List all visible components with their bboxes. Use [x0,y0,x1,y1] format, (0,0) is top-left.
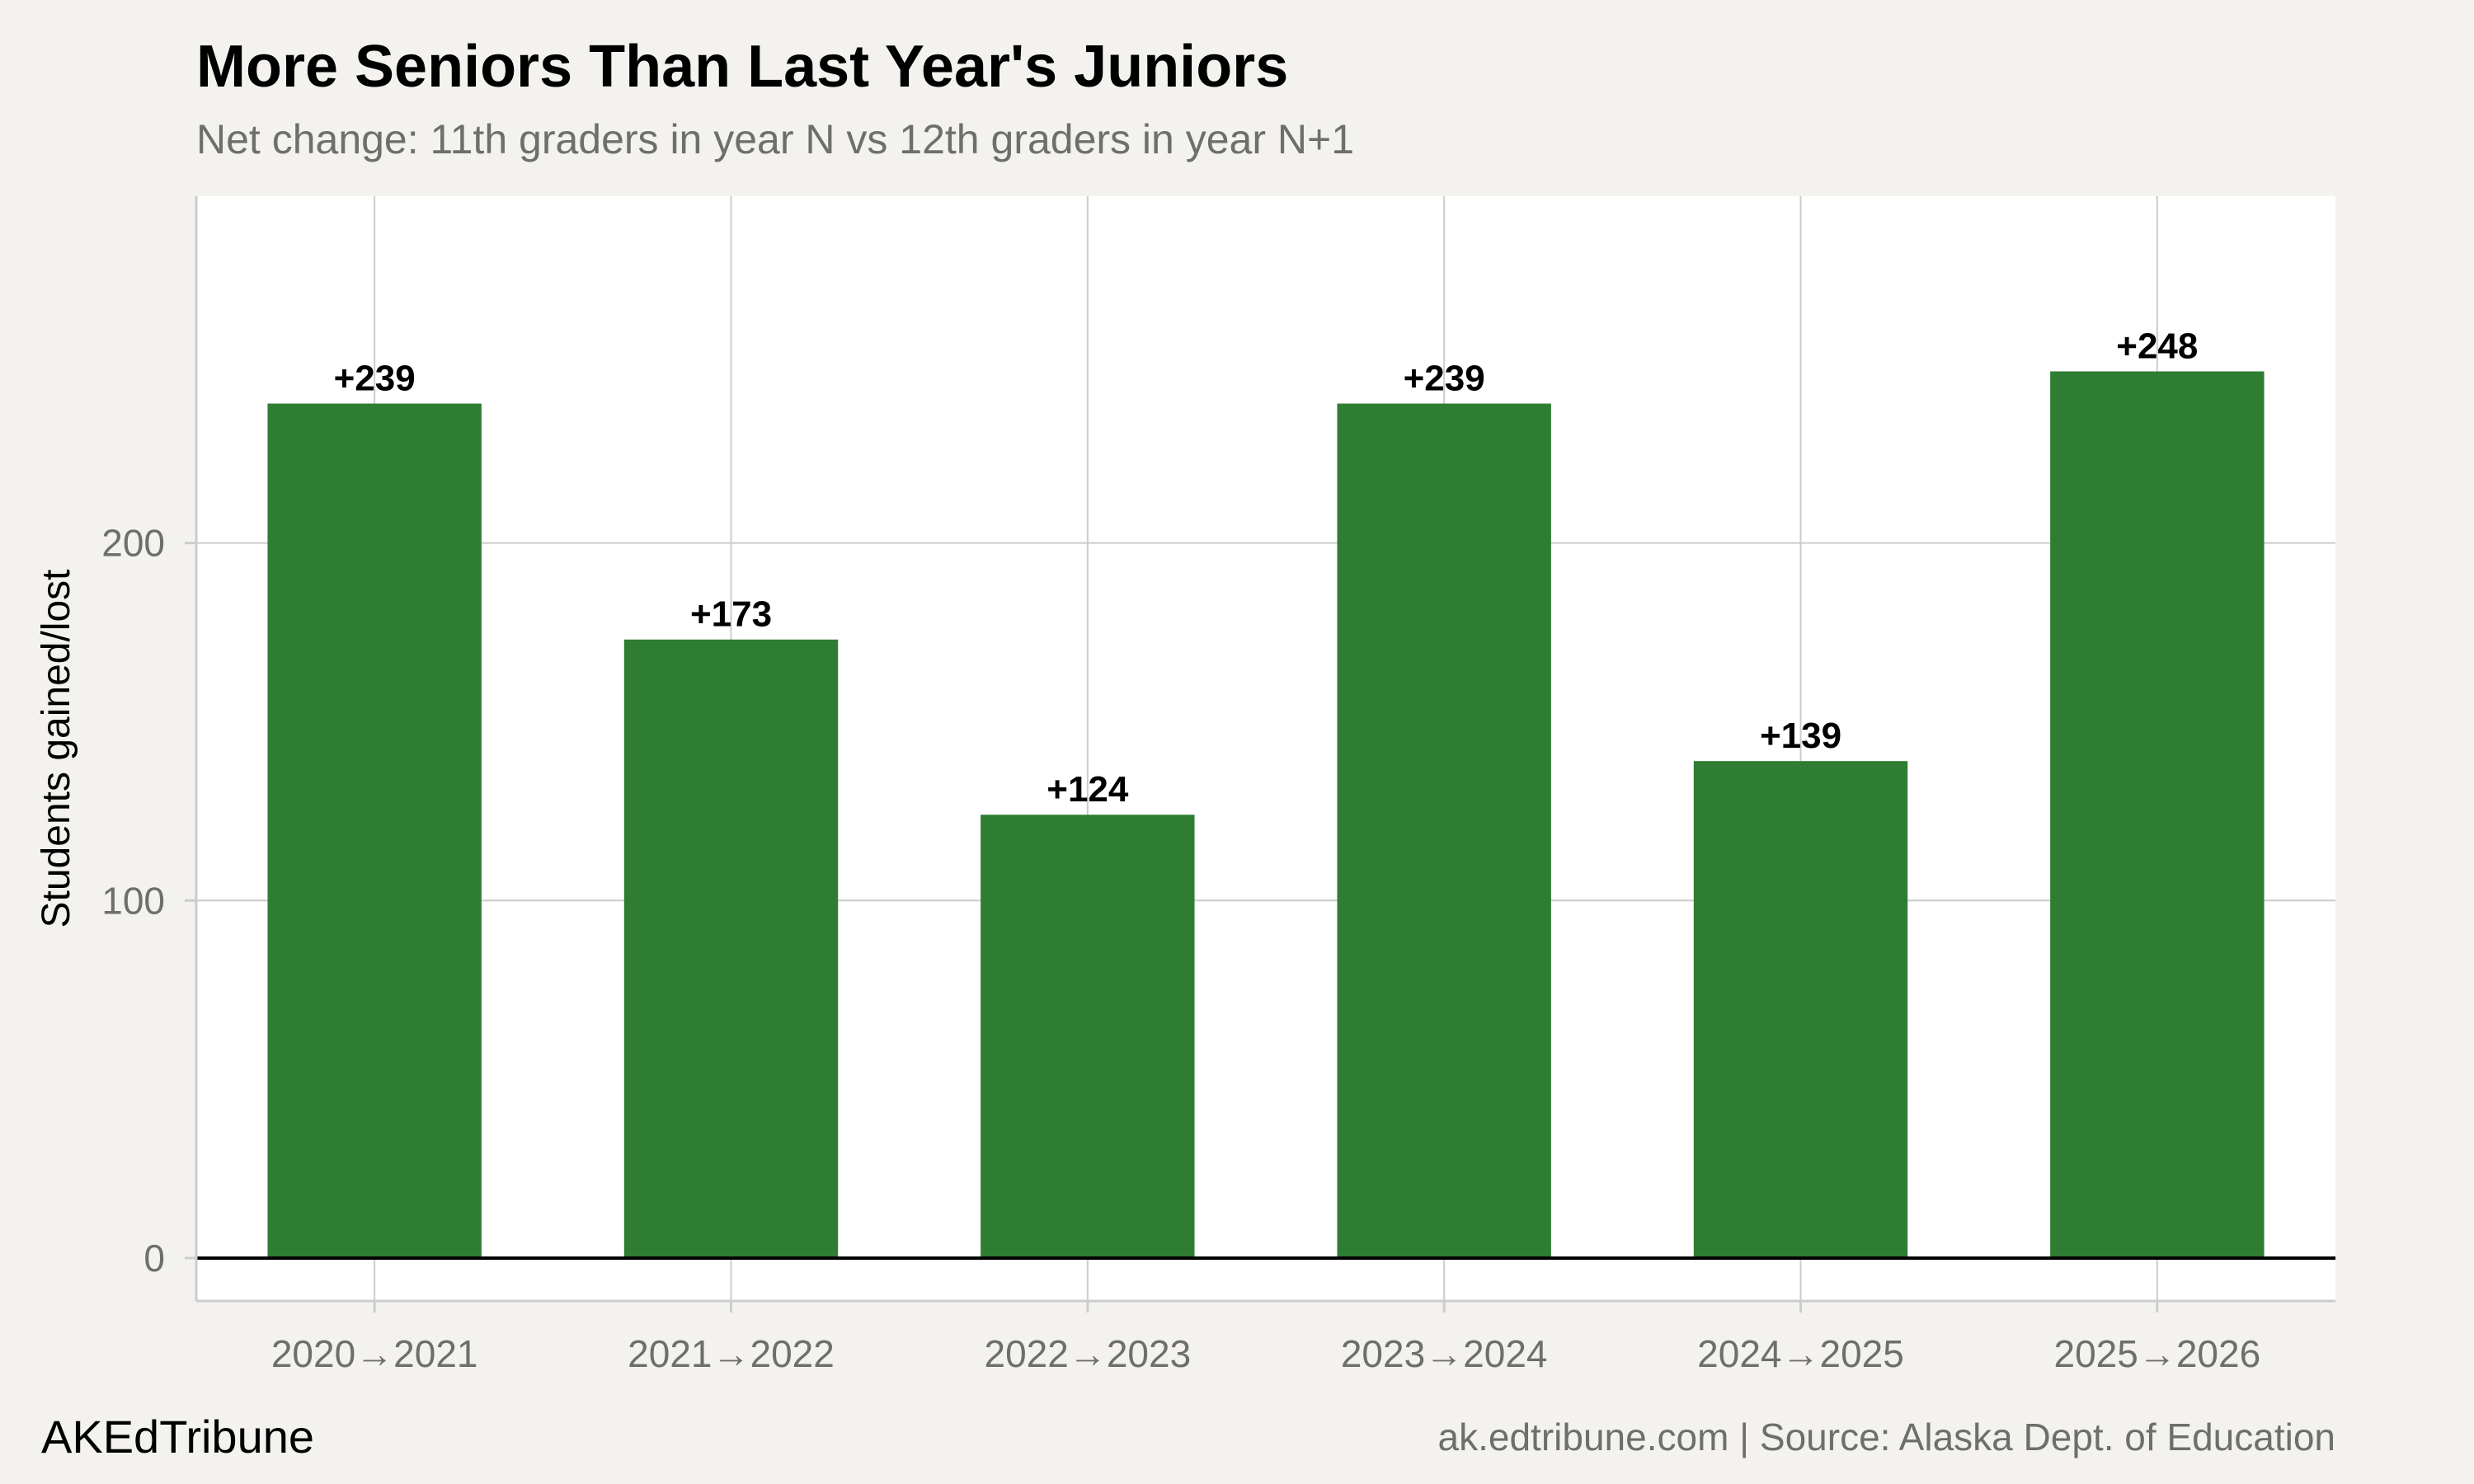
y-axis-label: Students gained/lost [35,570,78,928]
data-label: +239 [334,359,416,399]
y-tick-label: 200 [101,522,165,565]
bars [267,371,2265,1258]
x-tick-label: 2022→2023 [984,1332,1191,1375]
x-tick-label: 2024→2025 [1697,1332,1904,1375]
data-label: +124 [1047,769,1129,810]
brand-logo-text: AKEdTribune [41,1411,314,1463]
bar-2 [623,639,839,1258]
bar-5 [1693,761,1908,1258]
data-label: +239 [1404,359,1485,399]
x-tick-label: 2025→2026 [2053,1332,2260,1375]
data-label: +173 [690,594,772,635]
x-tick-label: 2021→2022 [628,1332,835,1375]
x-tick-label: 2023→2024 [1341,1332,1548,1375]
bar-1 [267,403,482,1258]
bar-6 [2050,371,2265,1258]
chart-subtitle: Net change: 11th graders in year N vs 12… [196,116,1355,162]
bar-3 [981,815,1195,1258]
y-tick-label: 100 [101,879,165,922]
plot-background [196,196,2335,1301]
y-tick-label: 0 [143,1237,165,1280]
data-label: +248 [2116,326,2198,366]
x-tick-label: 2020→2021 [271,1332,478,1375]
axes [185,196,2335,1313]
chart-title: More Seniors Than Last Year's Juniors [196,34,1289,100]
bar-4 [1337,403,1551,1258]
source-credit: ak.edtribune.com | Source: Alaska Dept. … [1437,1416,2335,1458]
labels: 0 100 200 2020→2021 2021→2022 2022→2023 2023→2… [101,326,2260,1375]
data-label: +139 [1760,716,1841,756]
